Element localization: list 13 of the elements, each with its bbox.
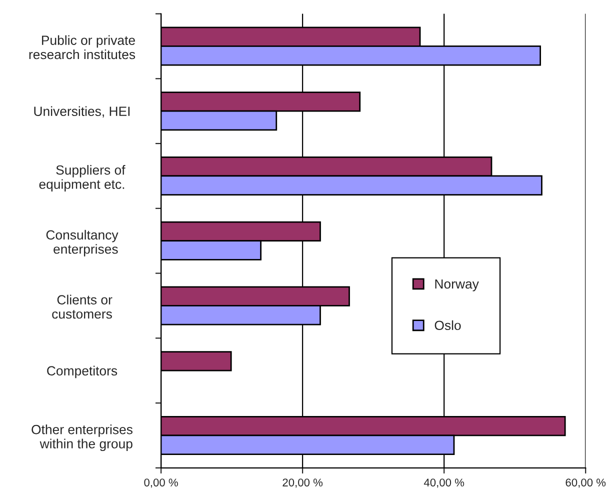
legend-label: Oslo bbox=[434, 320, 461, 330]
y-tick-label: Public or private research institutes bbox=[29, 35, 136, 60]
y-tick-label: Competitors bbox=[47, 366, 118, 378]
x-tick-label: 0,00 % bbox=[144, 478, 178, 488]
y-tick-label: Clients or customers bbox=[52, 294, 112, 319]
x-tick-label: 40,00 % bbox=[424, 478, 464, 488]
x-tick-label: 20,00 % bbox=[282, 478, 323, 488]
legend-label: Norway bbox=[435, 279, 479, 292]
y-tick-label: Universities, HEI bbox=[34, 106, 130, 118]
y-tick-label: Other enterprises within the group bbox=[32, 424, 132, 452]
y-tick-label: Consultancy enterprises bbox=[46, 230, 118, 256]
y-tick-label: Suppliers of equipment etc. bbox=[39, 165, 126, 192]
x-tick-label: 60,00 % bbox=[566, 478, 606, 488]
